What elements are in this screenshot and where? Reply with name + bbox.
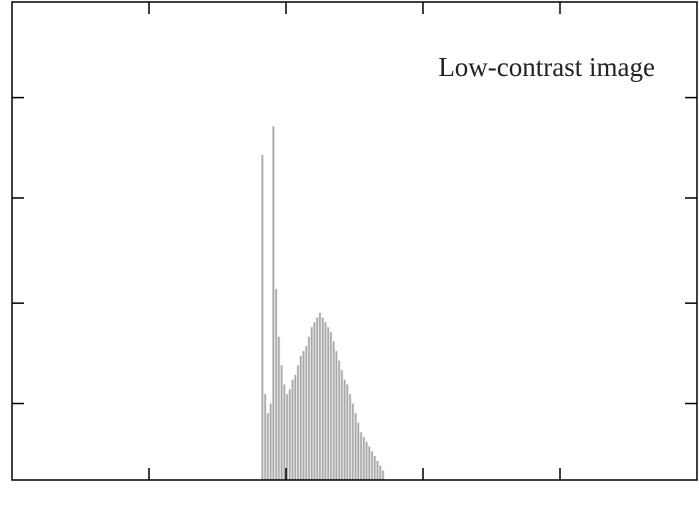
bar (283, 384, 285, 480)
bar (275, 289, 277, 480)
bar (382, 470, 384, 480)
bar (281, 365, 283, 480)
bar (379, 466, 381, 480)
bar (272, 126, 274, 480)
bar (335, 351, 337, 480)
bar (289, 389, 291, 480)
bar (327, 327, 329, 480)
bar (267, 413, 269, 480)
bar (333, 341, 335, 480)
bar (294, 375, 296, 480)
bar (297, 365, 299, 480)
bar (291, 380, 293, 480)
bar (360, 432, 362, 480)
bar (300, 356, 302, 480)
bar (371, 451, 373, 480)
bar (261, 155, 263, 480)
bar (374, 456, 376, 480)
bar (346, 384, 348, 480)
chart: Low-contrast image (0, 0, 699, 507)
bar (357, 423, 359, 480)
bar (286, 394, 288, 480)
bar (349, 394, 351, 480)
bar (341, 370, 343, 480)
bar (352, 404, 354, 480)
bar (305, 346, 307, 480)
bar (313, 322, 315, 480)
bar (308, 337, 310, 480)
bar (302, 351, 304, 480)
bar (330, 332, 332, 480)
bar (365, 442, 367, 480)
bar (311, 327, 313, 480)
bar (338, 361, 340, 481)
bar (264, 394, 266, 480)
bar (270, 404, 272, 480)
chart-title: Low-contrast image (438, 52, 655, 82)
bar (376, 461, 378, 480)
bar (316, 317, 318, 480)
bar (278, 337, 280, 480)
bar (344, 380, 346, 480)
bar (355, 413, 357, 480)
bar (322, 317, 324, 480)
page: {"chart_data": {"type": "histogram", "ti… (0, 0, 699, 507)
bar (319, 313, 321, 480)
bar (368, 447, 370, 480)
bar (324, 322, 326, 480)
bar (363, 437, 365, 480)
